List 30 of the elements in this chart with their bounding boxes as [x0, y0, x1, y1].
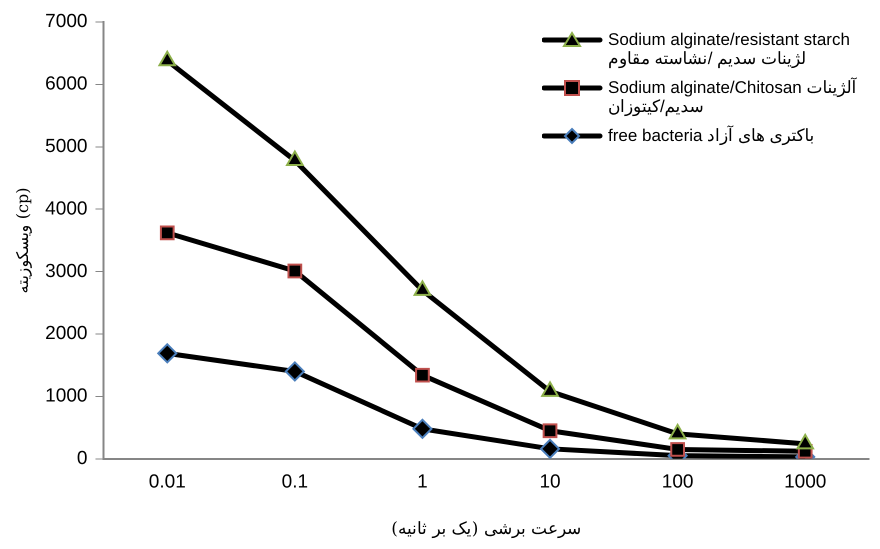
point	[160, 226, 175, 240]
point	[670, 442, 685, 457]
y-axis-title: ویسکوزیته (cp)	[12, 188, 32, 294]
x-tick-label: 0.1	[282, 471, 308, 492]
x-axis-title: سرعت برشی (یک بر ثانیه)	[391, 519, 582, 540]
point	[286, 150, 304, 166]
y-tick-label: 7000	[45, 11, 88, 32]
point	[158, 50, 176, 66]
y-tick-label: 6000	[45, 74, 88, 95]
x-tick-label: 10	[539, 471, 561, 492]
legend-label: Sodium alginate/Chitosan آلژینات سدیم/کیتوزان	[608, 78, 858, 116]
point	[157, 343, 178, 364]
legend-label: Sodium alginate/resistant starch لژینات سدیم /نشاسته مقاوم	[608, 30, 851, 68]
y-tick-label: 2000	[45, 323, 88, 344]
point	[412, 418, 432, 439]
x-tick-label: 0.01	[148, 471, 186, 492]
point	[415, 368, 430, 383]
point	[540, 438, 560, 459]
x-tick-label: 1000	[784, 471, 826, 492]
legend-label: free bacteria باکتری های آزاد	[608, 126, 816, 145]
point	[284, 361, 305, 382]
y-tick-label: 0	[76, 448, 88, 470]
x-tick-label: 1	[417, 471, 428, 492]
y-tick-label: 1000	[45, 386, 88, 407]
y-tick-label: 4000	[45, 198, 88, 220]
point	[542, 423, 558, 438]
y-tick-label: 5000	[45, 136, 88, 158]
y-tick-label: 3000	[45, 260, 88, 282]
point	[287, 264, 302, 278]
x-tick-label: 100	[662, 471, 694, 492]
